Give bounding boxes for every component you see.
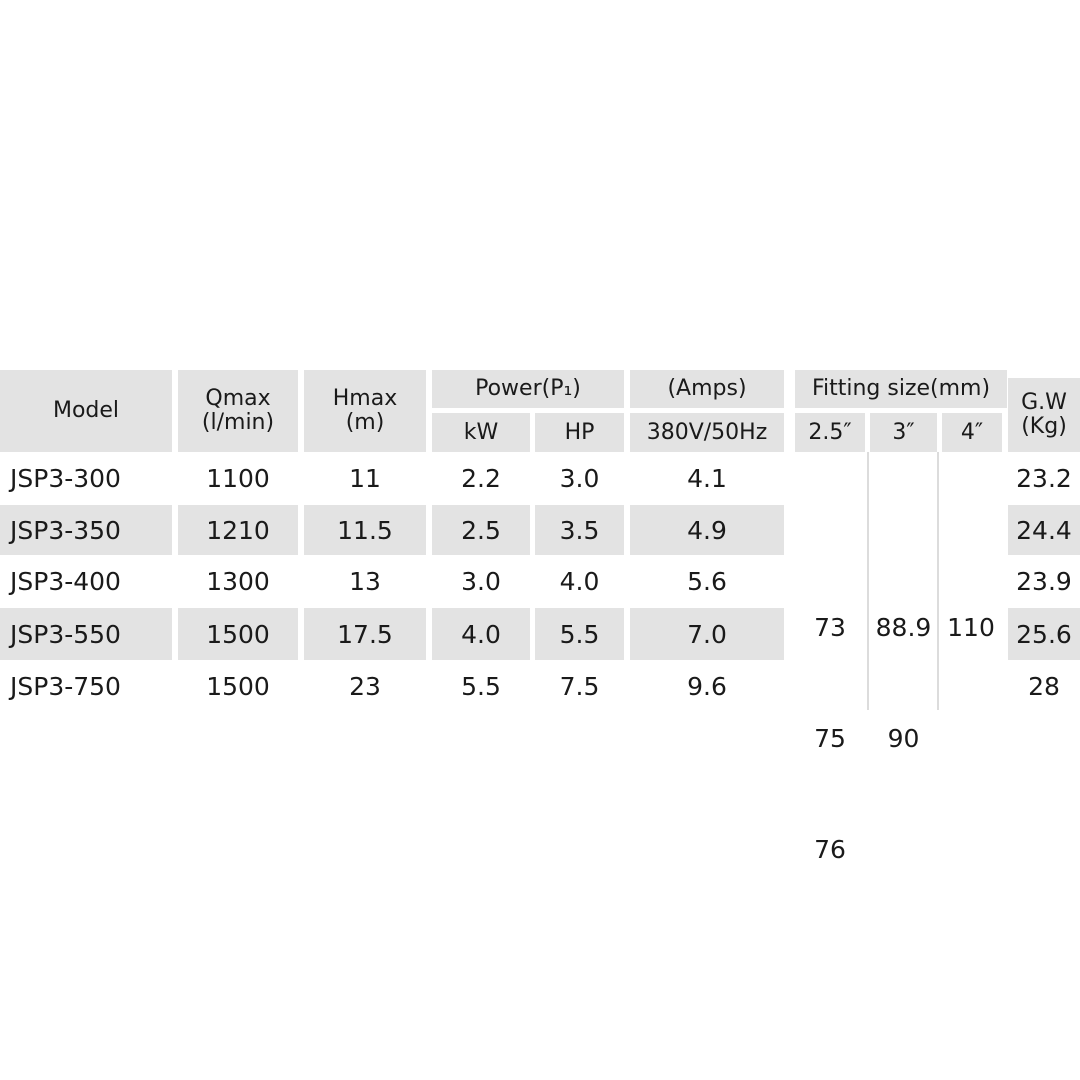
header-power: Power(P₁) xyxy=(432,370,624,408)
header-gw-unit: (Kg) xyxy=(1021,414,1067,439)
cell-hp: 7.5 xyxy=(559,671,600,701)
cell-amps: 5.6 xyxy=(687,567,727,596)
cell-amps: 4.9 xyxy=(630,505,784,555)
header-hmax-unit: (m) xyxy=(345,410,385,435)
fitting-value: 90 xyxy=(887,724,920,753)
cell-gw: 24.4 xyxy=(1008,505,1080,555)
column-divider xyxy=(937,452,939,710)
header-fit-25: 2.5″ xyxy=(795,413,865,452)
header-gw-label: G.W xyxy=(1021,390,1067,415)
cell-hmax: 11 xyxy=(349,464,381,493)
cell-kw: 4.0 xyxy=(432,608,530,660)
fitting-2.5-values: 73 75 76 xyxy=(795,535,865,942)
cell-model: JSP3-400 xyxy=(10,567,121,596)
header-qmax-unit: (l/min) xyxy=(201,410,275,435)
cell-gw: 25.6 xyxy=(1008,608,1080,660)
cell-hmax: 13 xyxy=(349,567,381,596)
header-hmax-label: Hmax xyxy=(332,386,398,411)
cell-qmax: 1300 xyxy=(206,567,270,596)
cell-hp: 4.0 xyxy=(559,567,600,596)
cell-amps: 4.1 xyxy=(687,464,727,493)
cell-hp: 3.0 xyxy=(559,464,600,493)
cell-gw: 23.2 xyxy=(1016,464,1072,493)
header-hp: HP xyxy=(535,413,624,452)
cell-hmax: 17.5 xyxy=(304,608,426,660)
fitting-value: 76 xyxy=(814,835,846,864)
cell-gw: 23.9 xyxy=(1016,567,1072,596)
header-fit-4: 4″ xyxy=(942,413,1002,452)
fitting-4-values: 110 xyxy=(940,535,1002,720)
cell-model: JSP3-550 xyxy=(0,608,172,660)
header-amps: (Amps) xyxy=(630,370,784,408)
cell-kw: 5.5 xyxy=(461,671,501,701)
cell-qmax: 1100 xyxy=(206,464,270,493)
header-voltage: 380V/50Hz xyxy=(630,413,784,452)
cell-kw: 3.0 xyxy=(461,567,501,596)
header-fitting: Fitting size(mm) xyxy=(795,370,1007,408)
cell-model: JSP3-300 xyxy=(10,464,121,493)
header-gw: G.W (Kg) xyxy=(1008,378,1080,452)
cell-hp: 5.5 xyxy=(535,608,624,660)
fitting-value: 110 xyxy=(947,613,995,642)
header-hmax: Hmax (m) xyxy=(304,370,426,452)
cell-kw: 2.2 xyxy=(461,464,501,493)
cell-qmax: 1210 xyxy=(178,505,298,555)
cell-gw: 28 xyxy=(1028,671,1060,701)
header-qmax: Qmax (l/min) xyxy=(178,370,298,452)
cell-hmax: 23 xyxy=(349,671,381,701)
header-kw: kW xyxy=(432,413,530,452)
fitting-value: 73 xyxy=(814,613,846,642)
cell-kw: 2.5 xyxy=(432,505,530,555)
fitting-value: 88.9 xyxy=(875,613,932,642)
header-qmax-label: Qmax xyxy=(205,386,271,411)
fitting-3-values: 88.9 90 xyxy=(870,535,937,831)
cell-qmax: 1500 xyxy=(178,608,298,660)
cell-model: JSP3-750 xyxy=(10,671,121,701)
header-fit-3: 3″ xyxy=(870,413,937,452)
cell-amps: 9.6 xyxy=(687,671,727,701)
cell-hp: 3.5 xyxy=(535,505,624,555)
column-divider xyxy=(867,452,869,710)
cell-hmax: 11.5 xyxy=(304,505,426,555)
header-model: Model xyxy=(0,370,172,452)
cell-qmax: 1500 xyxy=(206,671,270,701)
fitting-value: 75 xyxy=(814,724,846,753)
cell-model: JSP3-350 xyxy=(0,505,172,555)
cell-amps: 7.0 xyxy=(630,608,784,660)
